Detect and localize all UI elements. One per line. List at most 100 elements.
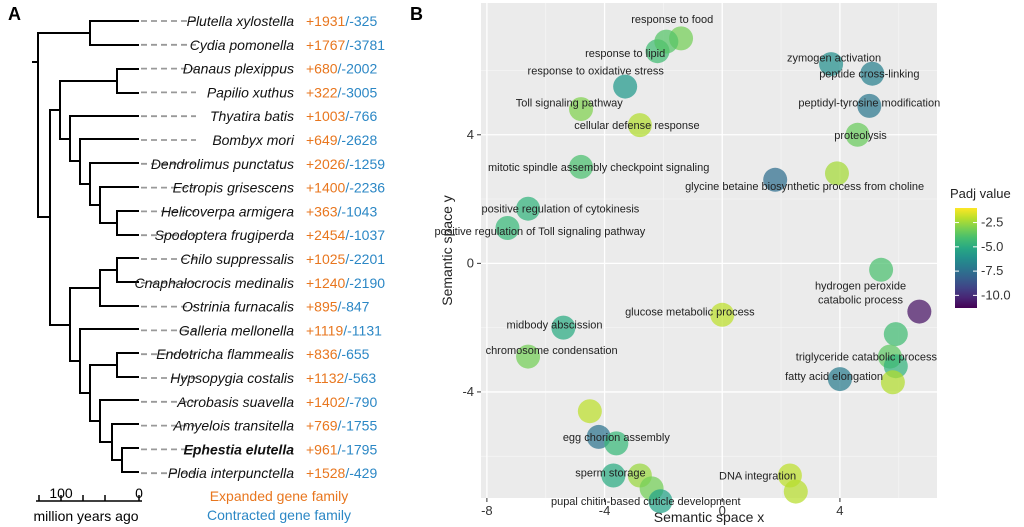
legend-title: Padj value xyxy=(950,186,1011,201)
expanded-count: +1240 xyxy=(306,275,346,291)
term-label: chromosome condensation xyxy=(486,345,618,357)
expanded-count: +363 xyxy=(306,203,338,219)
term-label-line: hydrogen peroxide xyxy=(815,280,906,292)
branch xyxy=(99,269,139,307)
panel-b-label: B xyxy=(410,4,423,24)
legend-tick-label: -5.0 xyxy=(981,239,1003,254)
species-name: Galleria mellonella xyxy=(179,322,294,338)
gene-family-counts: +1003/-766 xyxy=(306,108,377,124)
term-label: proteolysis xyxy=(834,130,887,142)
term-label: glucose metabolic process xyxy=(625,307,755,319)
tree-branches xyxy=(32,20,139,473)
legend-tick-label: -2.5 xyxy=(981,215,1003,230)
term-point xyxy=(516,344,541,369)
term-label: Toll signaling pathway xyxy=(516,98,624,110)
expanded-count: +1400 xyxy=(306,180,346,196)
gene-family-counts: +1528/-429 xyxy=(306,465,377,481)
gene-family-counts: +1767/-3781 xyxy=(306,37,385,53)
expanded-count: +1528 xyxy=(306,465,346,481)
scale-tick-label: 0 xyxy=(135,485,143,501)
phylogenetic-tree: Plutella xylostella +1931/-325 Cydia pomon… xyxy=(32,13,385,524)
species-name: Hypsopygia costalis xyxy=(170,370,294,386)
term-point xyxy=(883,322,908,347)
scale-tick-label: 100 xyxy=(49,485,73,501)
term-label: mitotic spindle assembly checkpoint sign… xyxy=(488,162,709,174)
branch xyxy=(99,186,139,224)
branch xyxy=(121,447,139,473)
expanded-count: +649 xyxy=(306,132,338,148)
species-name: Helicoverpa armigera xyxy=(161,203,294,219)
term-point xyxy=(516,196,541,221)
species-name: Amyelois transitella xyxy=(172,418,294,434)
term-label: triglyceride catabolic process xyxy=(796,352,938,364)
contracted-count: /-1755 xyxy=(338,418,378,434)
legend-tick-label: -7.5 xyxy=(981,263,1003,278)
expanded-count: +1003 xyxy=(306,108,346,124)
term-point xyxy=(569,154,594,179)
expanded-count: +680 xyxy=(306,61,338,77)
contracted-count: /-2201 xyxy=(345,251,385,267)
contracted-count: /-429 xyxy=(345,465,377,481)
semantic-scatter-chart: -8 -4 0 4 -4 0 4 Semantic space x Semantic space… xyxy=(434,3,1011,525)
branch xyxy=(89,364,117,422)
legend-tick-label: -10.0 xyxy=(981,287,1011,302)
contracted-count: /-847 xyxy=(338,299,370,315)
legend-contracted: Contracted gene family xyxy=(207,507,351,523)
gene-family-counts: +1400/-2236 xyxy=(306,180,385,196)
term-label: hydrogen peroxide catabolic process xyxy=(815,280,906,306)
term-label: cellular defense response xyxy=(574,120,699,132)
term-label: peptidyl-tyrosine modification xyxy=(798,98,940,110)
branch xyxy=(79,328,139,394)
contracted-count: /-325 xyxy=(345,13,377,29)
branch xyxy=(116,210,139,236)
species-name: Cnaphalocrocis medinalis xyxy=(134,275,294,291)
branch xyxy=(111,423,139,461)
expanded-count: +322 xyxy=(306,84,338,100)
padj-legend: Padj value -2.5 -5.0 -7.5 -10.0 xyxy=(950,186,1011,308)
contracted-count: /-2190 xyxy=(345,275,385,291)
species-name: Plodia interpunctella xyxy=(168,465,294,481)
term-point xyxy=(869,257,894,282)
term-point xyxy=(827,367,852,392)
expanded-count: +1119 xyxy=(306,322,343,338)
plot-background xyxy=(481,3,937,498)
expanded-count: +2454 xyxy=(306,227,346,243)
contracted-count: /-766 xyxy=(345,108,377,124)
branch xyxy=(89,20,139,46)
term-label: response to lipid xyxy=(585,48,665,60)
gene-family-counts: +649/-2628 xyxy=(306,132,377,148)
panel-a-label: A xyxy=(8,4,21,24)
x-tick-label: -8 xyxy=(481,503,493,518)
legend-colorbar xyxy=(955,208,977,308)
term-point xyxy=(569,97,594,122)
term-label: fatty acid elongation xyxy=(785,371,883,383)
term-label: positive regulation of cytokinesis xyxy=(482,204,640,216)
term-label: pupal chitin-based cuticle development xyxy=(551,496,741,508)
expanded-count: +2026 xyxy=(306,156,346,172)
gene-family-counts: +1025/-2201 xyxy=(306,251,385,267)
term-label-line: catabolic process xyxy=(818,294,903,306)
branch xyxy=(49,109,70,326)
species-name: Acrobasis suavella xyxy=(176,394,294,410)
species-name: Thyatira batis xyxy=(210,108,294,124)
species-name: Danaus plexippus xyxy=(183,61,294,77)
term-label: DNA integration xyxy=(719,471,796,483)
gene-family-counts: +1132/-563 xyxy=(306,370,376,386)
gene-family-counts: +1119/-1131 xyxy=(306,322,382,338)
species-name: Ectropis grisescens xyxy=(173,180,294,196)
term-point xyxy=(648,489,673,514)
branch xyxy=(116,68,139,94)
x-tick-label: 4 xyxy=(836,503,843,518)
term-label: midbody abscission xyxy=(507,319,603,331)
species-name: Papilio xuthus xyxy=(207,84,294,100)
x-axis-title: Semantic space x xyxy=(654,509,765,525)
branch xyxy=(79,138,139,185)
species-name: Ostrinia furnacalis xyxy=(182,299,294,315)
species-name: Endotricha flammealis xyxy=(156,346,294,362)
branch xyxy=(37,32,90,218)
branch xyxy=(69,287,100,362)
gene-family-counts: +895/-847 xyxy=(306,299,370,315)
expanded-count: +1402 xyxy=(306,394,346,410)
term-point xyxy=(907,299,932,324)
